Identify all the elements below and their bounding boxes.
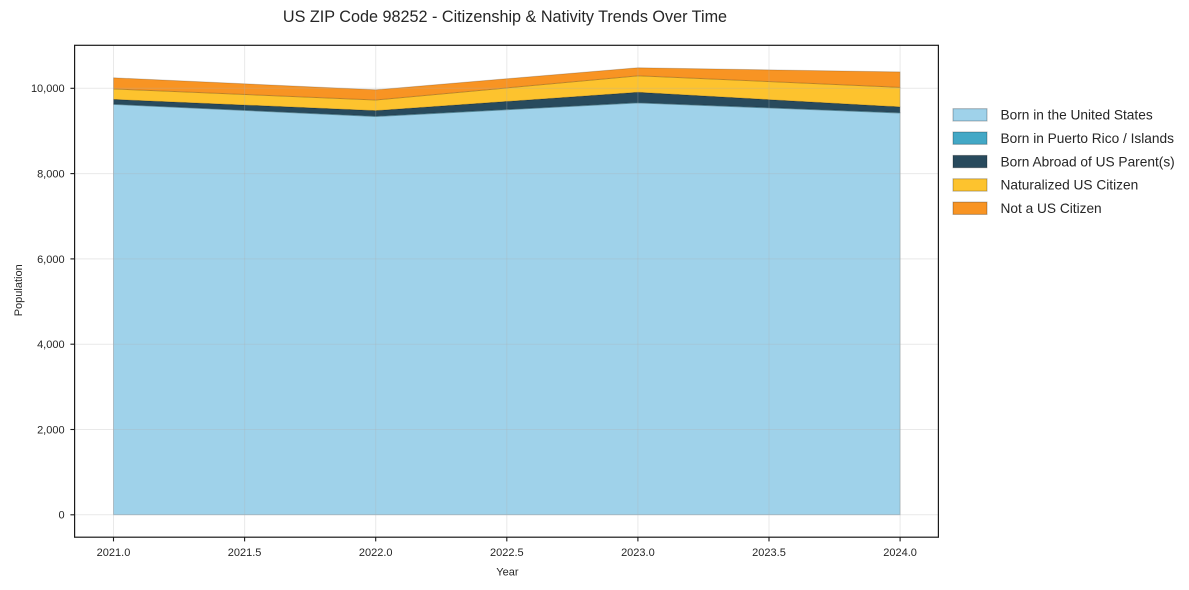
svg-text:2024.0: 2024.0	[883, 547, 917, 559]
svg-text:8,000: 8,000	[37, 169, 65, 181]
svg-text:Year: Year	[496, 567, 519, 579]
svg-text:Born in the United States: Born in the United States	[1001, 108, 1153, 123]
svg-text:2023.0: 2023.0	[621, 547, 655, 559]
svg-text:6,000: 6,000	[37, 254, 65, 266]
svg-text:2021.5: 2021.5	[228, 547, 262, 559]
svg-text:4,000: 4,000	[37, 339, 65, 351]
svg-text:US ZIP Code 98252 - Citizenshi: US ZIP Code 98252 - Citizenship & Nativi…	[283, 8, 727, 26]
svg-text:10,000: 10,000	[31, 83, 65, 95]
svg-text:2023.5: 2023.5	[752, 547, 786, 559]
svg-text:0: 0	[58, 510, 64, 522]
svg-text:2022.0: 2022.0	[359, 547, 393, 559]
svg-text:Naturalized US Citizen: Naturalized US Citizen	[1001, 178, 1139, 193]
svg-text:Population: Population	[13, 264, 25, 316]
svg-text:Born in Puerto Rico / Islands: Born in Puerto Rico / Islands	[1001, 131, 1175, 146]
svg-text:Born Abroad of US Parent(s): Born Abroad of US Parent(s)	[1001, 154, 1175, 169]
svg-text:2022.5: 2022.5	[490, 547, 524, 559]
svg-text:2,000: 2,000	[37, 424, 65, 436]
svg-text:Not a US Citizen: Not a US Citizen	[1001, 201, 1102, 216]
svg-text:2021.0: 2021.0	[97, 547, 131, 559]
